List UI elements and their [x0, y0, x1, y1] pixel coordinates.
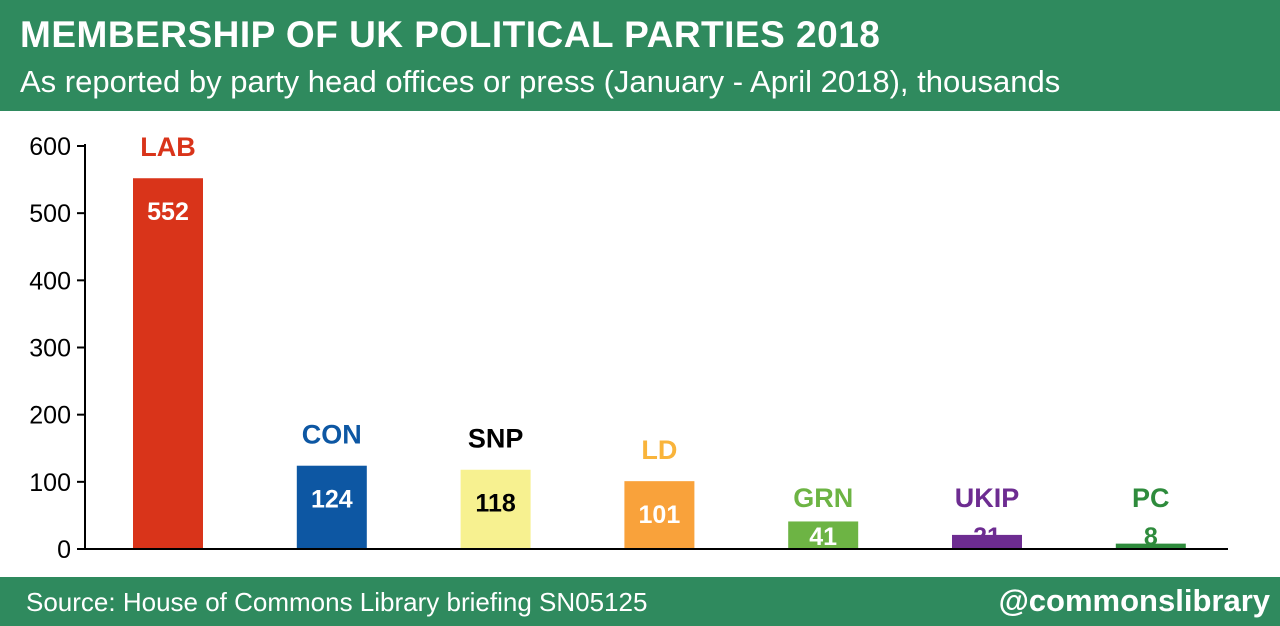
category-label: SNP [468, 424, 524, 454]
source-note: Source: House of Commons Library briefin… [26, 587, 648, 617]
y-tick-label: 200 [29, 402, 71, 430]
y-tick-label: 100 [29, 469, 71, 497]
data-label: 41 [809, 523, 837, 551]
bar-ld [624, 481, 695, 549]
data-label: 21 [973, 523, 1001, 551]
y-tick-label: 300 [29, 335, 71, 363]
category-label: PC [1132, 483, 1170, 513]
category-label: UKIP [955, 483, 1020, 513]
y-tick-label: 600 [29, 133, 71, 161]
footer-banner: Source: House of Commons Library briefin… [0, 577, 1280, 626]
bar-con [296, 465, 367, 549]
bar-lab [133, 178, 203, 549]
chart-subtitle: As reported by party head offices or pre… [20, 64, 1061, 99]
bar-ukip [952, 534, 1022, 549]
category-label: LAB [140, 132, 196, 162]
bar-snp [460, 469, 531, 549]
data-label: 8 [1144, 523, 1158, 551]
bar-pc [1115, 543, 1186, 549]
category-label: GRN [793, 483, 853, 513]
y-tick-label: 500 [29, 200, 71, 228]
category-label: LD [641, 435, 677, 465]
social-handle: @commonslibrary [998, 583, 1270, 618]
data-label: 552 [147, 198, 189, 226]
bar-chart: 0 100 200 300 400 500 600 552 LAB 124 CON 118 SNP 101… [29, 132, 1228, 564]
bar-grn [788, 521, 859, 549]
y-tick-label: 400 [29, 267, 71, 295]
y-tick-label: 0 [57, 536, 71, 564]
data-label: 101 [639, 501, 681, 529]
chart-title: MEMBERSHIP OF UK POLITICAL PARTIES 2018 [20, 14, 881, 55]
header-banner: MEMBERSHIP OF UK POLITICAL PARTIES 2018 … [0, 0, 1280, 111]
data-label: 118 [475, 490, 515, 518]
data-label: 124 [311, 486, 353, 514]
category-label: CON [302, 420, 362, 450]
